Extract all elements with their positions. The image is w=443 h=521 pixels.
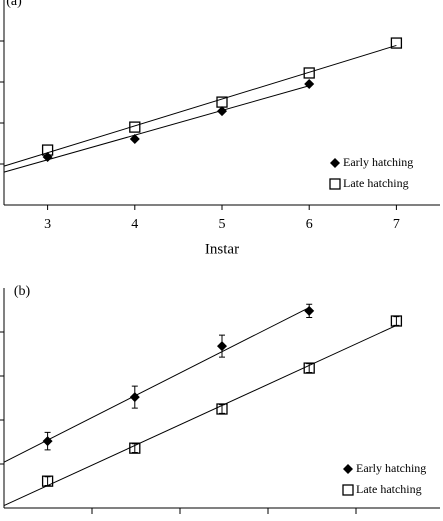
point: [216, 96, 228, 108]
x-tick-label: 5: [219, 217, 226, 232]
point: [304, 305, 315, 316]
legend-marker: [330, 158, 340, 168]
legend-label: Late hatching: [356, 482, 422, 496]
point: [390, 37, 403, 49]
point: [129, 133, 140, 144]
point: [41, 475, 54, 487]
x-tick-label: 6: [306, 217, 313, 232]
point: [303, 362, 315, 374]
point: [129, 121, 141, 133]
point: [217, 341, 227, 352]
axes: [0, 0, 440, 514]
legend-marker: [342, 484, 354, 496]
legend-label: Early hatching: [343, 155, 413, 169]
trendline: [3, 85, 310, 173]
point: [42, 436, 53, 447]
x-axis-label: Instar: [205, 241, 239, 257]
legend-marker: [343, 464, 353, 474]
point: [216, 403, 228, 415]
legend-label: Early hatching: [356, 461, 426, 475]
x-tick-label: 7: [393, 217, 400, 232]
trendline: [3, 44, 397, 167]
legend-label: Late hatching: [343, 176, 409, 190]
point: [390, 315, 403, 327]
trendline: [3, 324, 397, 507]
point: [129, 442, 141, 454]
point: [217, 106, 227, 117]
legend-marker: [329, 178, 341, 190]
point: [303, 67, 315, 79]
x-tick-label: 4: [131, 217, 138, 232]
point: [129, 392, 140, 403]
error-bar: [393, 316, 400, 326]
point: [41, 144, 54, 156]
panel-label: (b): [14, 284, 31, 299]
trendline: [3, 307, 310, 463]
x-tick-label: 3: [44, 217, 51, 232]
point: [304, 79, 315, 90]
panel-label: (a): [6, 0, 22, 9]
